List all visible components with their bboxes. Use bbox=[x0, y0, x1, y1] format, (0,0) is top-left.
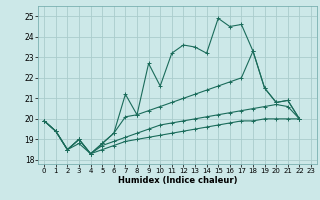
X-axis label: Humidex (Indice chaleur): Humidex (Indice chaleur) bbox=[118, 176, 237, 185]
